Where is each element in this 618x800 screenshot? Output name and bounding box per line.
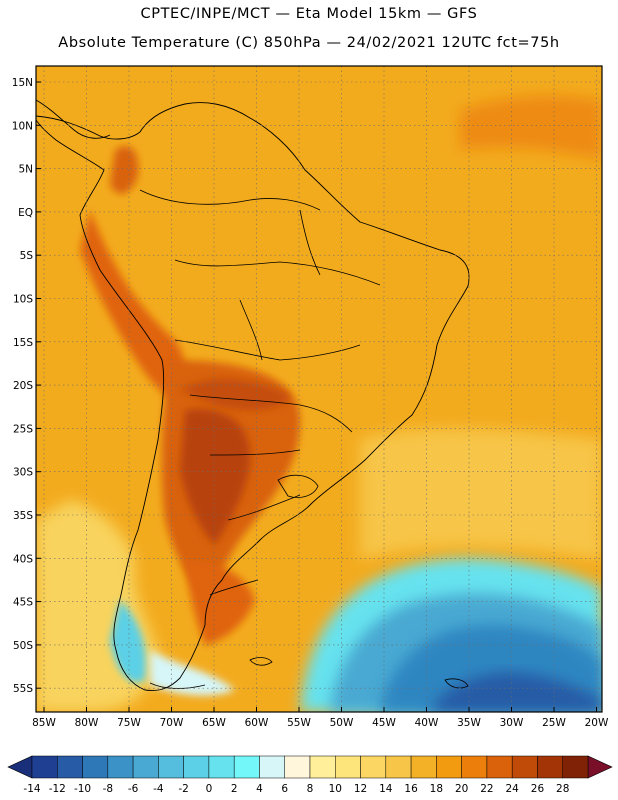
lon-label: 20W <box>585 717 609 729</box>
colorbar-tick-label: 6 <box>281 783 288 795</box>
lon-label: 80W <box>75 717 99 729</box>
lat-lon-grid <box>36 66 602 712</box>
colorbar-tick-label: -6 <box>128 783 139 795</box>
central-america <box>36 99 111 139</box>
colorbar-tick-label: 0 <box>206 783 213 795</box>
lat-label: 15S <box>13 337 33 349</box>
colorbar-over-arrow <box>587 755 613 779</box>
colorbar-segment <box>82 755 109 779</box>
colorbar-tick-label: -12 <box>49 783 66 795</box>
lat-label: 5S <box>20 250 34 262</box>
lat-label: EQ <box>18 207 33 219</box>
colorbar-segment <box>486 755 513 779</box>
colorbar-segment <box>132 755 159 779</box>
lon-label: 40W <box>415 717 439 729</box>
colorbar-segment <box>158 755 184 779</box>
lat-label: 55S <box>13 683 33 695</box>
colorbar-tick-label: 28 <box>556 783 569 795</box>
colorbar-under-arrow <box>7 755 33 779</box>
lat-label: 10S <box>13 294 33 306</box>
colorbar-tick-label: 14 <box>379 783 393 795</box>
colorbar-segment <box>461 755 488 779</box>
colorbar-segment <box>335 755 361 779</box>
longitude-labels: 85W 80W 75W 70W 65W 60W 55W 50W 45W 40W 35W 30W 25W 2… <box>32 717 609 729</box>
lat-label: 45S <box>13 597 33 609</box>
map-title-line-2: Absolute Temperature (C) 850hPa — 24/02/… <box>58 35 560 51</box>
lon-label: 60W <box>245 717 269 729</box>
colorbar-segment <box>31 755 58 779</box>
colorbar-tick-label: -8 <box>103 783 113 795</box>
lon-label: 25W <box>542 717 566 729</box>
colorbar-tick-label: 20 <box>455 783 468 795</box>
lat-label: 40S <box>13 553 33 565</box>
temperature-field <box>36 66 602 712</box>
colorbar-tick-label: -14 <box>23 783 40 795</box>
lat-label: 50S <box>13 640 33 652</box>
lon-label: 55W <box>287 717 311 729</box>
colorbar-tick-label: 2 <box>231 783 238 795</box>
colorbar-tick-label: -4 <box>153 783 164 795</box>
lat-label: 20S <box>13 380 33 392</box>
lon-label: 65W <box>202 717 226 729</box>
colorbar-segment <box>208 755 235 779</box>
lat-label: 15N <box>12 77 33 89</box>
colorbar-segment <box>259 755 285 779</box>
colorbar-tick-label: 26 <box>531 783 545 795</box>
colorbar-tick-label: 4 <box>256 783 263 795</box>
lon-label: 50W <box>330 717 354 729</box>
map-title-line-1: CPTEC/INPE/MCT — Eta Model 15km — GFS <box>140 6 478 22</box>
lat-label: 25S <box>13 423 33 435</box>
colorbar-tick-label: 24 <box>505 783 519 795</box>
colorbar-segment <box>309 755 336 779</box>
colorbar-tick-label: 8 <box>307 783 314 795</box>
latitude-labels: 15N 10N 5N EQ 5S 10S 15S 20S 25S 30S 35S 40S 45S 50S 5… <box>12 77 34 695</box>
lat-label: 5N <box>18 164 33 176</box>
lon-label: 75W <box>117 717 141 729</box>
colorbar-segment <box>562 755 589 779</box>
colorbar-segment <box>511 755 538 779</box>
map-frame <box>35 65 603 713</box>
colorbar-tick-label: 10 <box>329 783 342 795</box>
colorbar-segment <box>385 755 412 779</box>
colorbar-segment <box>410 755 437 779</box>
colorbar-tick-label: -10 <box>74 783 91 795</box>
colorbar-tick-label: 16 <box>404 783 418 795</box>
colorbar-tick-label: 12 <box>354 783 367 795</box>
lon-label: 30W <box>500 717 524 729</box>
coastline <box>36 102 470 691</box>
colorbar-segment <box>360 755 387 779</box>
colorbar-segment <box>57 755 83 779</box>
colorbar-segment <box>284 755 311 779</box>
lon-label: 45W <box>372 717 396 729</box>
lat-label: 10N <box>12 120 33 132</box>
lon-label: 35W <box>457 717 481 729</box>
country-borders <box>139 189 381 596</box>
colorbar: -14 -12 -10 -8 -6 -4 -2 0 2 4 6 8 10 12 14 16 18 20 22 24 26… <box>7 755 613 795</box>
colorbar-segment <box>107 755 134 779</box>
lat-label: 35S <box>13 510 33 522</box>
colorbar-segment <box>436 755 462 779</box>
colorbar-segment <box>183 755 210 779</box>
colorbar-tick-label: -2 <box>178 783 188 795</box>
colorbar-segment <box>233 755 260 779</box>
colorbar-segment <box>537 755 563 779</box>
lon-label: 70W <box>160 717 184 729</box>
colorbar-tick-label: 22 <box>480 783 493 795</box>
lon-label: 85W <box>32 717 56 729</box>
colorbar-tick-label: 18 <box>430 783 443 795</box>
lat-label: 30S <box>13 467 33 479</box>
